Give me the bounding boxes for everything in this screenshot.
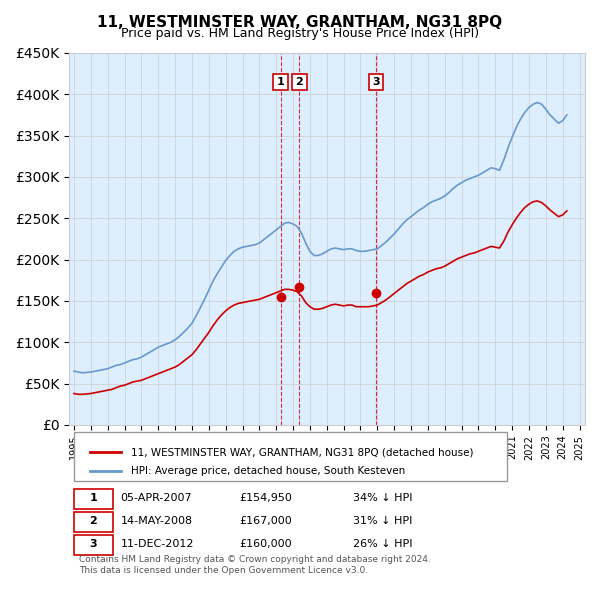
- Text: 3: 3: [89, 539, 97, 549]
- FancyBboxPatch shape: [74, 535, 113, 555]
- Text: 1: 1: [277, 77, 284, 87]
- Text: HPI: Average price, detached house, South Kesteven: HPI: Average price, detached house, Sout…: [131, 466, 405, 476]
- FancyBboxPatch shape: [74, 432, 507, 481]
- FancyBboxPatch shape: [74, 489, 113, 509]
- Text: 31% ↓ HPI: 31% ↓ HPI: [353, 516, 412, 526]
- Text: £154,950: £154,950: [239, 493, 292, 503]
- Text: 3: 3: [373, 77, 380, 87]
- Text: £160,000: £160,000: [239, 539, 292, 549]
- Text: 26% ↓ HPI: 26% ↓ HPI: [353, 539, 412, 549]
- Text: 11-DEC-2012: 11-DEC-2012: [121, 539, 194, 549]
- Text: 1: 1: [89, 493, 97, 503]
- Text: 2: 2: [89, 516, 97, 526]
- Text: Contains HM Land Registry data © Crown copyright and database right 2024.: Contains HM Land Registry data © Crown c…: [79, 555, 431, 564]
- Text: £167,000: £167,000: [239, 516, 292, 526]
- Text: 34% ↓ HPI: 34% ↓ HPI: [353, 493, 412, 503]
- Text: 2: 2: [295, 77, 303, 87]
- Text: Price paid vs. HM Land Registry's House Price Index (HPI): Price paid vs. HM Land Registry's House …: [121, 27, 479, 40]
- FancyBboxPatch shape: [74, 512, 113, 532]
- Text: 14-MAY-2008: 14-MAY-2008: [121, 516, 193, 526]
- Text: This data is licensed under the Open Government Licence v3.0.: This data is licensed under the Open Gov…: [79, 566, 368, 575]
- Text: 11, WESTMINSTER WAY, GRANTHAM, NG31 8PQ: 11, WESTMINSTER WAY, GRANTHAM, NG31 8PQ: [97, 15, 503, 30]
- Text: 05-APR-2007: 05-APR-2007: [121, 493, 192, 503]
- Text: 11, WESTMINSTER WAY, GRANTHAM, NG31 8PQ (detached house): 11, WESTMINSTER WAY, GRANTHAM, NG31 8PQ …: [131, 447, 473, 457]
